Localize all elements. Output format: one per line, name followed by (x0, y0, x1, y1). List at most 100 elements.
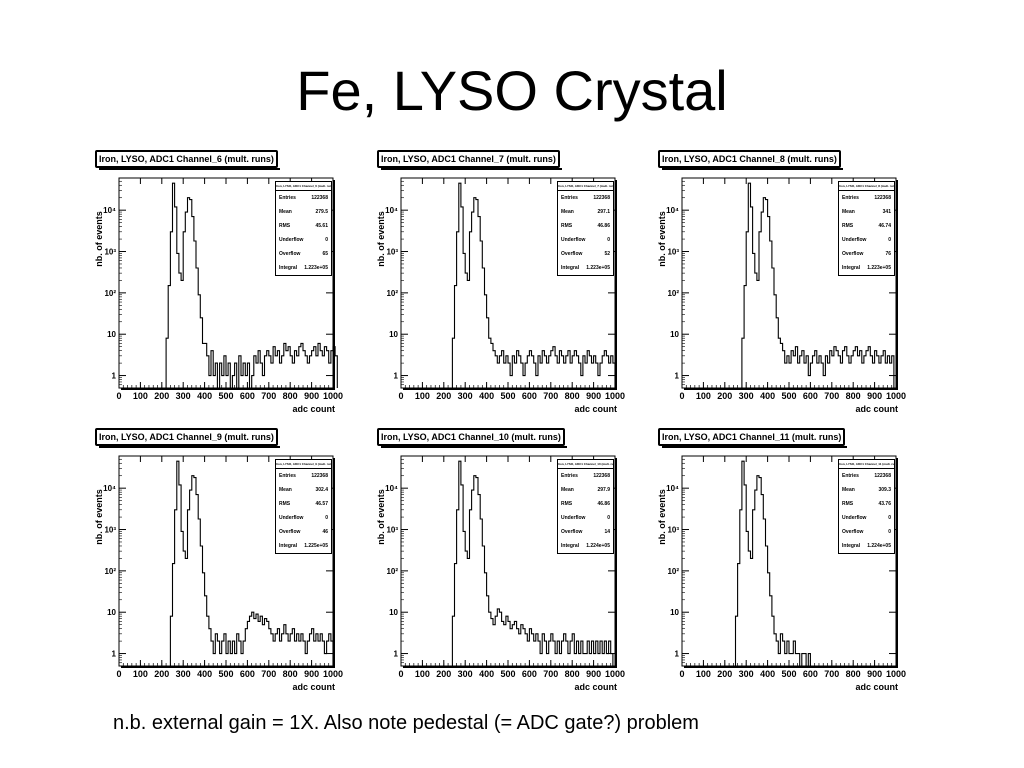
histogram-series (741, 182, 895, 388)
x-tick-label: 300 (739, 669, 754, 679)
stats-label: Mean (842, 209, 855, 215)
stats-row: Mean 297.9 (558, 483, 613, 497)
stats-box-header: Iron, LYSO, ADC1 Channel_6 (mult. runs) (276, 182, 331, 191)
stats-value: 0 (888, 515, 891, 521)
stats-label: RMS (842, 501, 854, 507)
stats-row: Entries 122368 (558, 191, 613, 205)
x-tick-label: 200 (717, 391, 732, 401)
stats-row: Integral 1.225e+05 (276, 539, 331, 553)
y-tick-label: 10² (386, 289, 398, 298)
stats-row: Overflow 65 (276, 247, 331, 261)
y-tick-label: 10² (104, 567, 116, 576)
stats-row: Entries 122368 (276, 191, 331, 205)
y-axis-label: nb. of events (376, 489, 386, 545)
stats-value: 45.61 (315, 223, 328, 229)
stats-row: Underflow 0 (276, 511, 331, 525)
stats-label: RMS (279, 223, 291, 229)
x-tick-label: 200 (154, 669, 169, 679)
x-tick-label: 100 (133, 391, 148, 401)
y-axis-label: nb. of events (376, 211, 386, 267)
stats-box-header: Iron, LYSO, ADC1 Channel_9 (mult. runs) (276, 460, 331, 469)
histogram-title: Iron, LYSO, ADC1 Channel_8 (mult. runs) (658, 150, 843, 170)
stats-value: 46.57 (315, 501, 328, 507)
stats-value: 52 (604, 251, 610, 257)
y-tick-label: 10 (389, 608, 398, 617)
stats-label: Overflow (842, 251, 864, 257)
x-tick-label: 700 (261, 669, 276, 679)
stats-value: 302.4 (315, 487, 328, 493)
stats-label: Overflow (279, 529, 301, 535)
stats-value: 46.86 (597, 501, 610, 507)
stats-value: 46.86 (597, 223, 610, 229)
y-tick-label: 10³ (104, 526, 116, 535)
x-tick-label: 0 (679, 391, 684, 401)
x-tick-label: 800 (283, 391, 298, 401)
x-tick-label: 700 (543, 391, 558, 401)
stats-row: Integral 1.224e+05 (558, 539, 613, 553)
stats-label: RMS (561, 501, 573, 507)
y-axis-label: nb. of events (94, 211, 104, 267)
y-tick-label: 10 (107, 608, 116, 617)
histogram-series (165, 182, 338, 389)
stats-row: RMS 45.61 (276, 219, 331, 233)
stats-label: Overflow (561, 529, 583, 535)
stats-row: Entries 122368 (839, 469, 894, 483)
stats-row: Mean 302.4 (276, 483, 331, 497)
stats-label: Underflow (561, 237, 586, 243)
stats-value: 1.225e+05 (304, 543, 328, 549)
stats-label: Mean (561, 209, 574, 215)
y-tick-label: 10⁴ (666, 206, 679, 215)
stats-value: 1.223e+05 (586, 265, 610, 271)
y-tick-label: 10 (670, 608, 679, 617)
x-tick-label: 400 (197, 391, 212, 401)
stats-row: Integral 1.223e+05 (558, 261, 613, 275)
y-tick-label: 1 (675, 372, 680, 381)
y-axis-label: nb. of events (657, 211, 667, 267)
stats-label: Overflow (842, 529, 864, 535)
x-tick-label: 700 (824, 669, 839, 679)
stats-row: Mean 279.5 (276, 205, 331, 219)
histogram-series (169, 460, 334, 666)
y-tick-label: 10⁴ (103, 206, 116, 215)
stats-box: Iron, LYSO, ADC1 Channel_6 (mult. runs) E… (275, 181, 332, 276)
x-tick-label: 900 (867, 391, 882, 401)
histogram-plot: 0 100 200 300 400 500 600 700 800 900 1000 1 10 10² 10… (666, 177, 906, 401)
stats-value: 76 (885, 251, 891, 257)
x-tick-label: 1000 (605, 391, 625, 401)
y-tick-label: 10³ (667, 526, 679, 535)
stats-row: Integral 1.223e+05 (839, 261, 894, 275)
x-axis-label: adc count (855, 682, 898, 692)
y-tick-label: 1 (112, 650, 117, 659)
y-tick-label: 10² (104, 289, 116, 298)
stats-label: Entries (561, 195, 578, 201)
x-tick-label: 500 (500, 391, 515, 401)
histogram-series (451, 182, 616, 388)
stats-label: Overflow (561, 251, 583, 257)
x-axis-label: adc count (292, 404, 335, 414)
stats-value: 46 (322, 529, 328, 535)
x-tick-label: 100 (696, 391, 711, 401)
x-tick-label: 500 (781, 391, 796, 401)
x-tick-label: 600 (803, 391, 818, 401)
stats-row: Underflow 0 (558, 511, 613, 525)
stats-row: Integral 1.223e+05 (276, 261, 331, 275)
stats-label: RMS (279, 501, 291, 507)
stats-label: Overflow (279, 251, 301, 257)
stats-value: 1.223e+05 (304, 265, 328, 271)
x-tick-label: 600 (522, 669, 537, 679)
stats-value: 1.224e+05 (586, 543, 610, 549)
slide-title: Fe, LYSO Crystal (296, 59, 728, 122)
y-axis-label: nb. of events (657, 489, 667, 545)
x-tick-label: 600 (522, 391, 537, 401)
stats-row: RMS 46.74 (839, 219, 894, 233)
x-tick-label: 300 (458, 669, 473, 679)
stats-box: Iron, LYSO, ADC1 Channel_11 (mult. runs)… (838, 459, 895, 554)
stats-row: Underflow 0 (839, 511, 894, 525)
stats-box-header: Iron, LYSO, ADC1 Channel_10 (mult. runs) (558, 460, 613, 469)
y-tick-label: 10³ (667, 248, 679, 257)
x-tick-label: 100 (415, 669, 430, 679)
y-tick-label: 10³ (386, 248, 398, 257)
x-tick-label: 400 (760, 669, 775, 679)
histogram-panel: 0 100 200 300 400 500 600 700 800 900 1000 1 10 10² 10… (376, 150, 637, 422)
x-tick-label: 0 (398, 391, 403, 401)
